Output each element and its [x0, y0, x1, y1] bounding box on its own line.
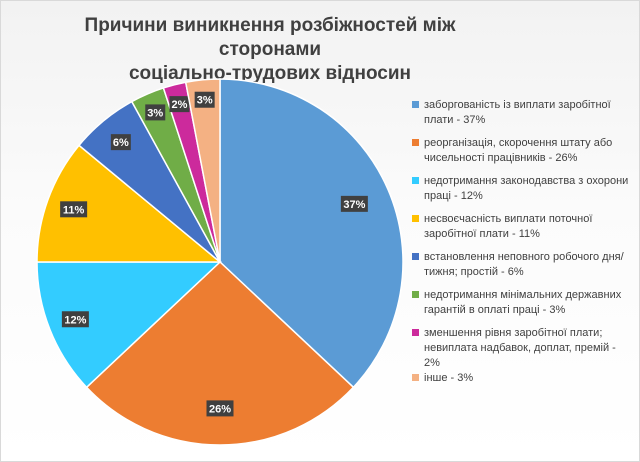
legend-swatch [412, 374, 419, 381]
data-label-box [194, 91, 215, 108]
legend-item-8: інше - 3% [412, 371, 634, 386]
data-label-text: 26% [209, 403, 231, 415]
legend-label: недотримання мінімальних державних гаран… [424, 289, 622, 316]
data-label-box [110, 134, 131, 151]
legend-swatch [412, 215, 419, 222]
legend-swatch [412, 291, 419, 298]
legend-label: реорганізація, скорочення штату або чисе… [424, 137, 613, 164]
legend-swatch [412, 177, 419, 184]
legend-item-5: встановлення неповного робочого дня/тижн… [412, 250, 634, 280]
pie-slice-2 [85, 260, 355, 446]
data-label-5: 6% [110, 134, 131, 151]
data-label-text: 11% [63, 204, 85, 216]
legend-label: зменшення рівня заробітної плати; невипл… [424, 327, 616, 369]
legend-label: недотримання законодавства з охорони пра… [424, 175, 629, 202]
pie-slice-4 [36, 144, 223, 263]
legend-label: заборгованість із виплати заробітної пла… [424, 99, 611, 126]
legend-item-3: недотримання законодавства з охорони пра… [412, 174, 634, 204]
data-label-2: 26% [206, 400, 234, 417]
pie-slice-3 [36, 261, 222, 389]
legend-item-7: зменшення рівня заробітної плати; невипл… [412, 326, 634, 371]
data-label-box [206, 400, 234, 417]
pie-slice-8 [184, 78, 221, 263]
data-label-3: 12% [61, 311, 89, 328]
data-label-text: 37% [343, 199, 365, 211]
data-label-text: 12% [64, 314, 86, 326]
data-label-text: 3% [147, 107, 163, 119]
chart-legend: заборгованість із виплати заробітної пла… [412, 98, 634, 394]
chart-title-line-1: Причини виникнення розбіжностей між стор… [84, 15, 456, 60]
data-label-box [340, 195, 368, 212]
data-label-box [169, 96, 190, 113]
data-label-text: 3% [197, 95, 213, 107]
legend-item-1: заборгованість із виплати заробітної пла… [412, 98, 634, 128]
data-label-text: 6% [113, 137, 129, 149]
data-label-1: 37% [340, 195, 368, 212]
legend-label: інше - 3% [424, 372, 474, 384]
legend-item-4: несвоєчасність виплати поточної заробітн… [412, 212, 634, 242]
legend-swatch [412, 329, 419, 336]
data-label-box [60, 201, 88, 218]
data-label-text: 2% [172, 99, 188, 111]
legend-label: встановлення неповного робочого дня/тижн… [424, 251, 624, 278]
pie-slice-1 [219, 78, 404, 389]
chart-title-line-2: соціально-трудових відносин [128, 63, 412, 84]
legend-swatch [412, 139, 419, 146]
data-label-7: 2% [169, 96, 190, 113]
data-label-box [61, 311, 89, 328]
data-label-4: 11% [60, 201, 88, 218]
legend-item-6: недотримання мінімальних державних гаран… [412, 288, 634, 318]
data-label-8: 3% [194, 91, 215, 108]
legend-item-2: реорганізація, скорочення штату або чисе… [412, 136, 634, 166]
data-label-box [145, 104, 166, 121]
chart-title: Причини виникнення розбіжностей між стор… [60, 14, 480, 86]
legend-swatch [412, 253, 419, 260]
legend-swatch [412, 101, 419, 108]
data-label-6: 3% [145, 104, 166, 121]
legend-label: несвоєчасність виплати поточної заробітн… [424, 213, 593, 240]
